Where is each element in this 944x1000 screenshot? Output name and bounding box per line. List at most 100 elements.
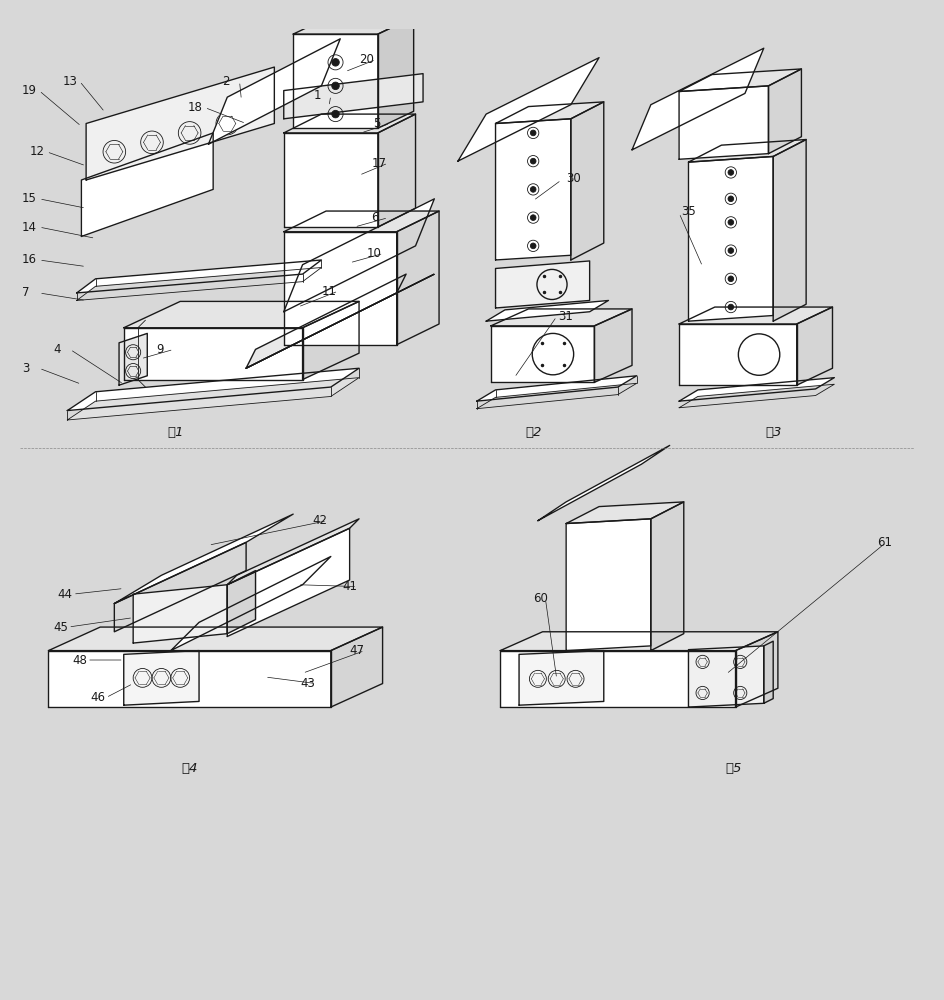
Polygon shape [294,17,413,34]
Polygon shape [246,274,406,368]
Text: 43: 43 [301,677,315,690]
Text: 41: 41 [342,580,357,593]
Polygon shape [477,383,636,409]
Circle shape [728,304,733,310]
Text: 47: 47 [349,644,364,657]
Polygon shape [679,307,833,324]
Polygon shape [496,102,604,124]
Text: 60: 60 [533,592,548,605]
Polygon shape [330,627,382,707]
Text: 20: 20 [359,53,374,66]
Text: 45: 45 [53,621,68,634]
Polygon shape [209,39,340,144]
Circle shape [331,59,339,66]
Circle shape [728,276,733,282]
Polygon shape [566,502,683,524]
Polygon shape [284,211,439,232]
Polygon shape [284,199,434,312]
Polygon shape [500,632,778,651]
Polygon shape [246,274,434,368]
Text: 图4: 图4 [181,762,198,775]
Polygon shape [228,519,359,585]
Polygon shape [114,514,294,604]
Polygon shape [378,17,413,128]
Text: 61: 61 [877,536,892,549]
Polygon shape [228,528,349,636]
Text: 12: 12 [29,145,44,158]
Text: 图3: 图3 [765,426,782,439]
Polygon shape [67,378,359,420]
Text: 5: 5 [373,117,380,130]
Polygon shape [119,333,147,385]
Polygon shape [632,48,764,150]
Polygon shape [396,211,439,345]
Text: 1: 1 [313,89,321,102]
Circle shape [331,82,339,90]
Text: 2: 2 [223,75,230,88]
Text: 15: 15 [22,192,37,205]
Text: 31: 31 [559,310,573,323]
Polygon shape [595,309,632,382]
Polygon shape [764,641,773,703]
Text: 17: 17 [371,157,386,170]
Text: 3: 3 [22,362,29,375]
Polygon shape [735,632,778,707]
Text: 6: 6 [371,211,379,224]
Text: 13: 13 [62,75,77,88]
Polygon shape [571,102,604,260]
Polygon shape [67,368,359,411]
Polygon shape [284,74,423,119]
Polygon shape [378,114,415,227]
Polygon shape [486,300,609,321]
Text: 16: 16 [22,253,37,266]
Circle shape [728,248,733,253]
Polygon shape [688,140,806,162]
Polygon shape [76,260,321,293]
Polygon shape [797,307,833,385]
Text: 14: 14 [22,221,37,234]
Polygon shape [566,519,650,651]
Polygon shape [773,140,806,321]
Polygon shape [284,114,415,133]
Text: 19: 19 [22,84,37,97]
Polygon shape [477,376,636,401]
Text: 48: 48 [72,654,87,667]
Text: 10: 10 [366,247,381,260]
Polygon shape [458,58,599,161]
Polygon shape [650,502,683,651]
Polygon shape [496,261,590,308]
Polygon shape [124,328,303,380]
Polygon shape [679,69,801,92]
Text: 11: 11 [321,285,336,298]
Text: 30: 30 [566,172,581,185]
Polygon shape [228,571,256,634]
Text: 7: 7 [22,286,29,299]
Text: 9: 9 [157,343,164,356]
Circle shape [728,196,733,202]
Polygon shape [284,232,396,345]
Text: 42: 42 [312,514,327,527]
Polygon shape [768,69,801,154]
Polygon shape [133,585,228,643]
Text: 46: 46 [91,691,106,704]
Text: 图1: 图1 [167,426,184,439]
Polygon shape [86,67,275,180]
Circle shape [728,170,733,175]
Polygon shape [114,542,246,632]
Polygon shape [688,646,764,707]
Circle shape [531,158,536,164]
Circle shape [531,243,536,249]
Polygon shape [48,627,382,651]
Circle shape [531,187,536,192]
Circle shape [331,110,339,118]
Polygon shape [500,651,735,707]
Text: 图2: 图2 [525,426,541,439]
Polygon shape [491,309,632,326]
Polygon shape [519,651,604,705]
Circle shape [728,220,733,225]
Polygon shape [688,156,773,321]
Polygon shape [538,445,669,521]
Polygon shape [294,34,378,128]
Polygon shape [679,384,834,408]
Text: 图5: 图5 [726,762,742,775]
